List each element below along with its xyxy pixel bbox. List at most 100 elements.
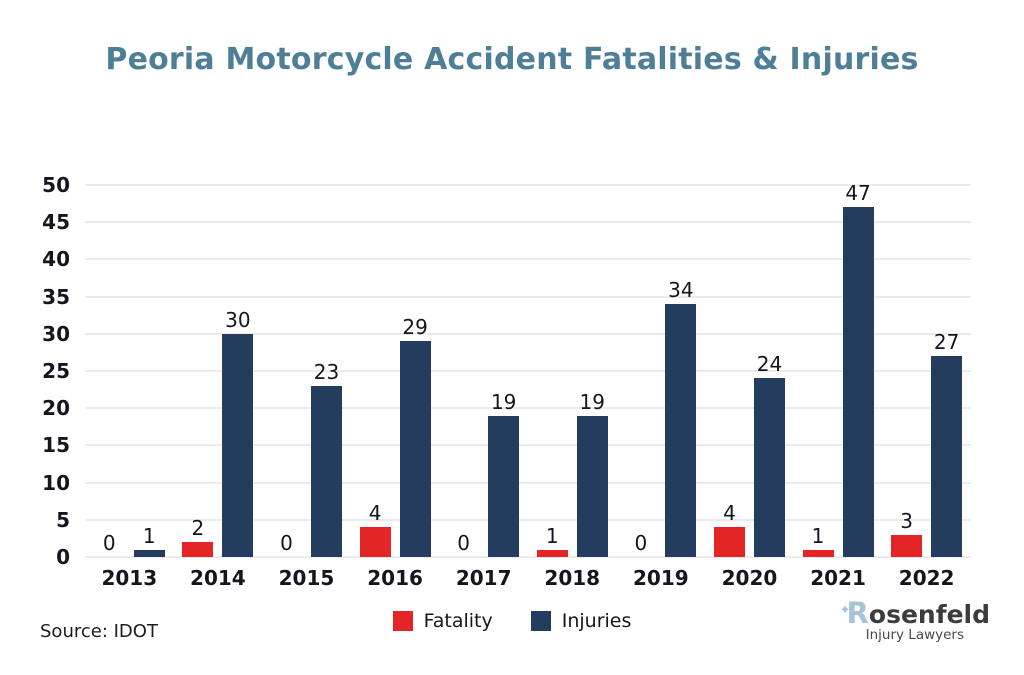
bar-slot-injuries-2017: 19 [488,389,520,557]
injuries-bar [665,304,697,557]
y-tick-label: 40 [42,247,70,272]
y-tick-label: 50 [42,173,70,197]
gridline [85,481,971,484]
gridline [85,332,971,335]
bar-value-label: 1 [811,523,825,548]
legend-item-injuries: Injuries [530,610,632,632]
bar-value-label: 3 [900,508,913,533]
logo-brand-rest: osenfeld [868,600,990,629]
y-tick-label: 30 [42,321,70,346]
bar-value-label: 0 [280,531,293,555]
bar-value-label: 24 [756,352,783,377]
x-tick-label-2018: 2018 [544,566,601,590]
bar-value-label: 4 [368,501,382,526]
injuries-bar [576,415,608,557]
bar-slot-injuries-2022: 27 [931,330,963,557]
gridline [85,221,971,224]
x-tick-label-2013: 2013 [101,566,158,590]
logo-star-icon: ✦ [839,603,851,618]
bar-value-label: 1 [545,523,559,548]
bar-slot-injuries-2014: 30 [222,307,254,557]
logo-brand-text: ✦Rosenfeld [840,599,990,628]
x-tick-label-2015: 2015 [278,566,335,590]
y-tick-label: 35 [42,284,70,309]
bar-slot-injuries-2020: 24 [753,352,785,557]
y-tick-label: 10 [42,470,70,495]
legend-item-fatality: Fatality [392,610,493,632]
bar-group-2015: 0 23 [262,185,351,557]
gridline [85,258,971,261]
injuries-bar [399,341,431,557]
bar-slot-fatality-2015: 0 [271,533,302,557]
bar-group-2022: 3 27 [882,185,971,557]
injuries-bar [222,333,254,557]
bar-slot-injuries-2015: 23 [310,359,342,557]
fatality-bar [891,534,923,557]
fatality-bar [713,527,745,557]
gridline [85,295,971,298]
bar-slot-fatality-2017: 0 [448,533,479,557]
bar-value-label: 47 [845,181,871,206]
bar-group-2020: 4 24 [705,185,794,557]
bar-slot-fatality-2022: 3 [891,508,923,557]
bar-group-2021: 1 47 [794,181,883,557]
injuries-swatch-icon [530,611,551,631]
bar-slot-fatality-2016: 4 [359,501,391,557]
fatality-bar [182,542,214,557]
fatality-swatch-icon [392,611,413,631]
bar-value-label: 23 [313,359,340,384]
legend-label-injuries: Injuries [561,610,632,632]
page-title: Peoria Motorcycle Accident Fatalities & … [105,42,919,77]
y-tick-label: 0 [56,545,70,569]
bar-slot-injuries-2019: 34 [665,278,697,557]
bar-slot-injuries-2018: 19 [576,389,608,557]
bar-groups: 0 1 2 30 0 23 4 29 0 19 1 19 0 34 4 24 1 47 3 27 [85,181,971,557]
bar-slot-fatality-2014: 2 [182,518,214,557]
x-tick-label-2021: 2021 [810,566,866,590]
fatality-bar [359,527,391,557]
logo-initial: R [846,596,869,630]
gridline [85,556,971,558]
bar-value-label: 34 [668,278,694,303]
gridline [85,444,971,447]
y-tick-label: 45 [42,210,70,235]
x-tick-label-2014: 2014 [190,566,246,590]
bar-slot-fatality-2013: 0 [94,533,125,557]
plot-area: 0 1 2 30 0 23 4 29 0 19 1 19 0 34 4 24 1 47 3 27 [85,181,971,558]
y-axis: 0 5 10 15 20 25 30 35 40 45 50 [30,175,78,567]
injuries-bar [842,207,874,557]
fatality-bar [536,549,568,557]
logo-tagline: Injury Lawyers [865,627,965,643]
gridline [85,518,971,521]
bar-value-label: 19 [490,389,517,414]
bar-value-label: 0 [634,531,648,555]
bar-value-label: 30 [225,307,251,332]
injuries-bar [753,378,785,557]
injuries-bar [488,415,520,557]
y-tick-label: 15 [42,433,70,458]
x-tick-label-2017: 2017 [455,566,512,590]
bar-value-label: 29 [402,315,428,340]
bar-value-label: 19 [579,389,605,414]
bar-slot-injuries-2021: 47 [842,181,874,557]
bar-slot-fatality-2020: 4 [713,501,745,557]
bar-value-label: 4 [723,501,736,526]
x-axis: 2013 2014 2015 2016 2017 2018 2019 2020 2021 2022 [85,566,971,590]
x-tick-label-2022: 2022 [898,566,955,590]
source-note: Source: IDOT [40,621,158,642]
gridline [85,407,971,410]
bar-group-2017: 0 19 [439,185,528,557]
bar-slot-injuries-2013: 1 [133,526,165,557]
y-tick-label: 20 [42,396,70,421]
y-tick-label: 25 [42,359,70,383]
gridline [85,184,971,186]
bar-value-label: 0 [102,531,116,555]
bar-value-label: 27 [933,330,960,355]
fatality-bar [802,549,834,557]
gridline [85,370,971,372]
x-tick-label-2020: 2020 [721,566,778,590]
x-tick-label-2019: 2019 [633,566,689,590]
bar-group-2016: 4 29 [351,185,440,557]
injuries-bar [310,385,342,557]
